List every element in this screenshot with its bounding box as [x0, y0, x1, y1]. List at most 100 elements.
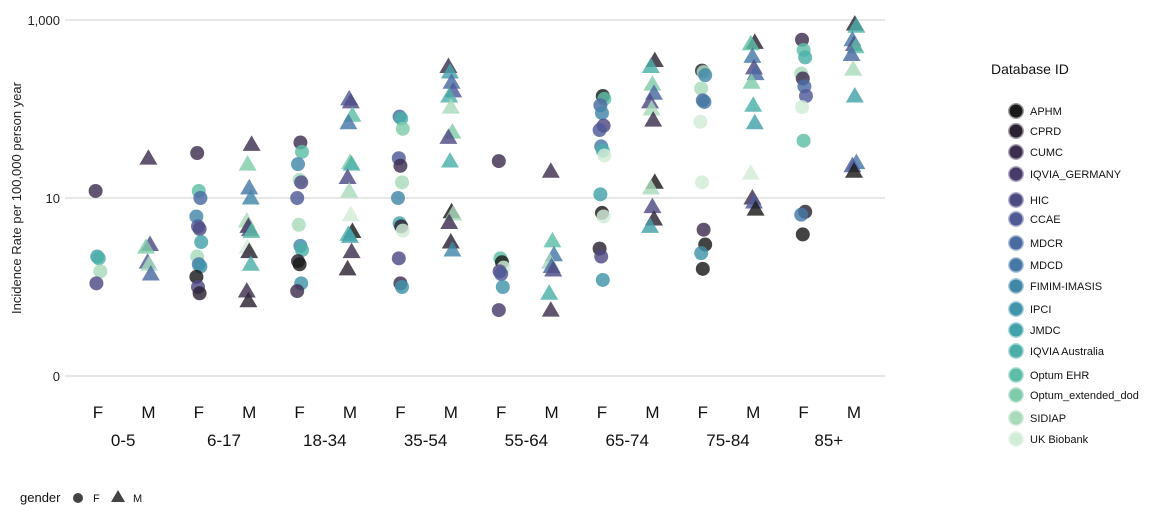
point-female [292, 257, 307, 272]
legend-label: FIMIM-IMASIS [1030, 281, 1102, 293]
point-female [592, 123, 607, 138]
point-female [796, 133, 811, 148]
point-female [597, 148, 612, 163]
point-male [440, 86, 459, 103]
y-tick-label: 10 [46, 191, 60, 206]
x-age-group-label: 55-64 [505, 431, 548, 450]
point-female [491, 303, 506, 318]
y-axis: 1,000 10 0 [27, 13, 60, 384]
point-female [594, 249, 609, 264]
point-male [641, 217, 659, 233]
point-male [241, 189, 260, 205]
x-gender-label: F [194, 403, 204, 422]
gender-legend-triangle [111, 490, 125, 502]
x-gender-label: M [645, 403, 659, 422]
point-male [341, 205, 360, 222]
legend-swatch [1008, 410, 1024, 426]
gender-legend: gender F M [20, 490, 142, 505]
legend-label: Optum_extended_dod [1030, 390, 1139, 402]
point-female [395, 280, 409, 294]
gender-legend-title: gender [20, 490, 61, 505]
point-female [290, 284, 305, 299]
x-age-group-label: 6-17 [207, 431, 241, 450]
legend-label: MDCD [1030, 260, 1063, 272]
point-female [795, 100, 809, 115]
point-male [238, 155, 257, 171]
x-gender-label: F [395, 403, 405, 422]
point-male [239, 291, 258, 308]
x-gender-label: F [798, 403, 808, 422]
x-age-group-label: 75-84 [706, 431, 749, 450]
x-gender-label: M [444, 403, 458, 422]
gender-legend-label: M [133, 493, 142, 505]
point-male [441, 152, 459, 168]
point-male [642, 100, 661, 116]
point-male [842, 45, 861, 61]
legend-swatch [1008, 257, 1024, 273]
point-male [643, 75, 662, 91]
point-male [340, 181, 359, 198]
x-gender-label: F [698, 403, 708, 422]
point-female [393, 158, 408, 173]
legend-label: IQVIA Australia [1030, 346, 1105, 358]
point-male [439, 128, 458, 144]
point-female [593, 187, 608, 202]
point-male [341, 92, 360, 109]
point-female [799, 88, 813, 103]
gender-legend-label: F [93, 493, 100, 505]
point-male [641, 178, 660, 195]
point-female [391, 191, 405, 205]
legend-label: CPRD [1030, 126, 1061, 138]
legend-title: Database ID [991, 61, 1069, 77]
legend-swatch [1008, 431, 1024, 447]
point-female [391, 251, 406, 266]
point-female [295, 144, 309, 159]
point-male [643, 197, 662, 214]
point-male [442, 73, 461, 89]
point-male [541, 162, 560, 178]
point-female [695, 175, 709, 190]
point-female [91, 251, 106, 266]
database-legend: Database ID APHM CPRD CUMC IQVIA_GERMANY HIC… [991, 61, 1139, 447]
point-female [494, 266, 509, 281]
legend-swatch [1008, 278, 1024, 294]
point-female [794, 207, 809, 222]
point-female [595, 272, 610, 287]
point-female [798, 50, 813, 65]
x-gender-label: M [545, 403, 559, 422]
point-male [745, 193, 763, 209]
point-female [495, 280, 510, 294]
point-male [441, 63, 459, 79]
x-age-group-label: 85+ [814, 431, 843, 450]
legend-label: UK Biobank [1030, 434, 1089, 446]
x-gender-label: F [294, 403, 304, 422]
point-male [339, 113, 358, 130]
point-male [847, 17, 866, 33]
legend-label: APHM [1030, 106, 1062, 118]
point-female [291, 217, 306, 232]
point-female [290, 191, 305, 205]
point-female [291, 157, 305, 172]
point-female [294, 175, 309, 190]
point-male [746, 200, 765, 216]
point-female [88, 183, 103, 198]
legend-label: HIC [1030, 195, 1049, 207]
legend-swatch [1008, 103, 1024, 119]
point-male [440, 213, 459, 230]
point-male [741, 34, 760, 51]
point-female [395, 175, 409, 190]
point-female [193, 191, 208, 205]
legend-swatch [1008, 367, 1024, 383]
legend-swatch [1008, 235, 1024, 251]
point-male [844, 60, 863, 76]
x-gender-label: M [141, 403, 155, 422]
legend-label: SIDIAP [1030, 413, 1066, 425]
point-female [693, 114, 708, 129]
point-female [190, 146, 205, 161]
legend-label: CCAE [1030, 214, 1061, 226]
point-male [745, 113, 764, 130]
point-female [698, 68, 713, 83]
y-tick-label: 0 [53, 369, 60, 384]
x-gender-label: M [242, 403, 256, 422]
